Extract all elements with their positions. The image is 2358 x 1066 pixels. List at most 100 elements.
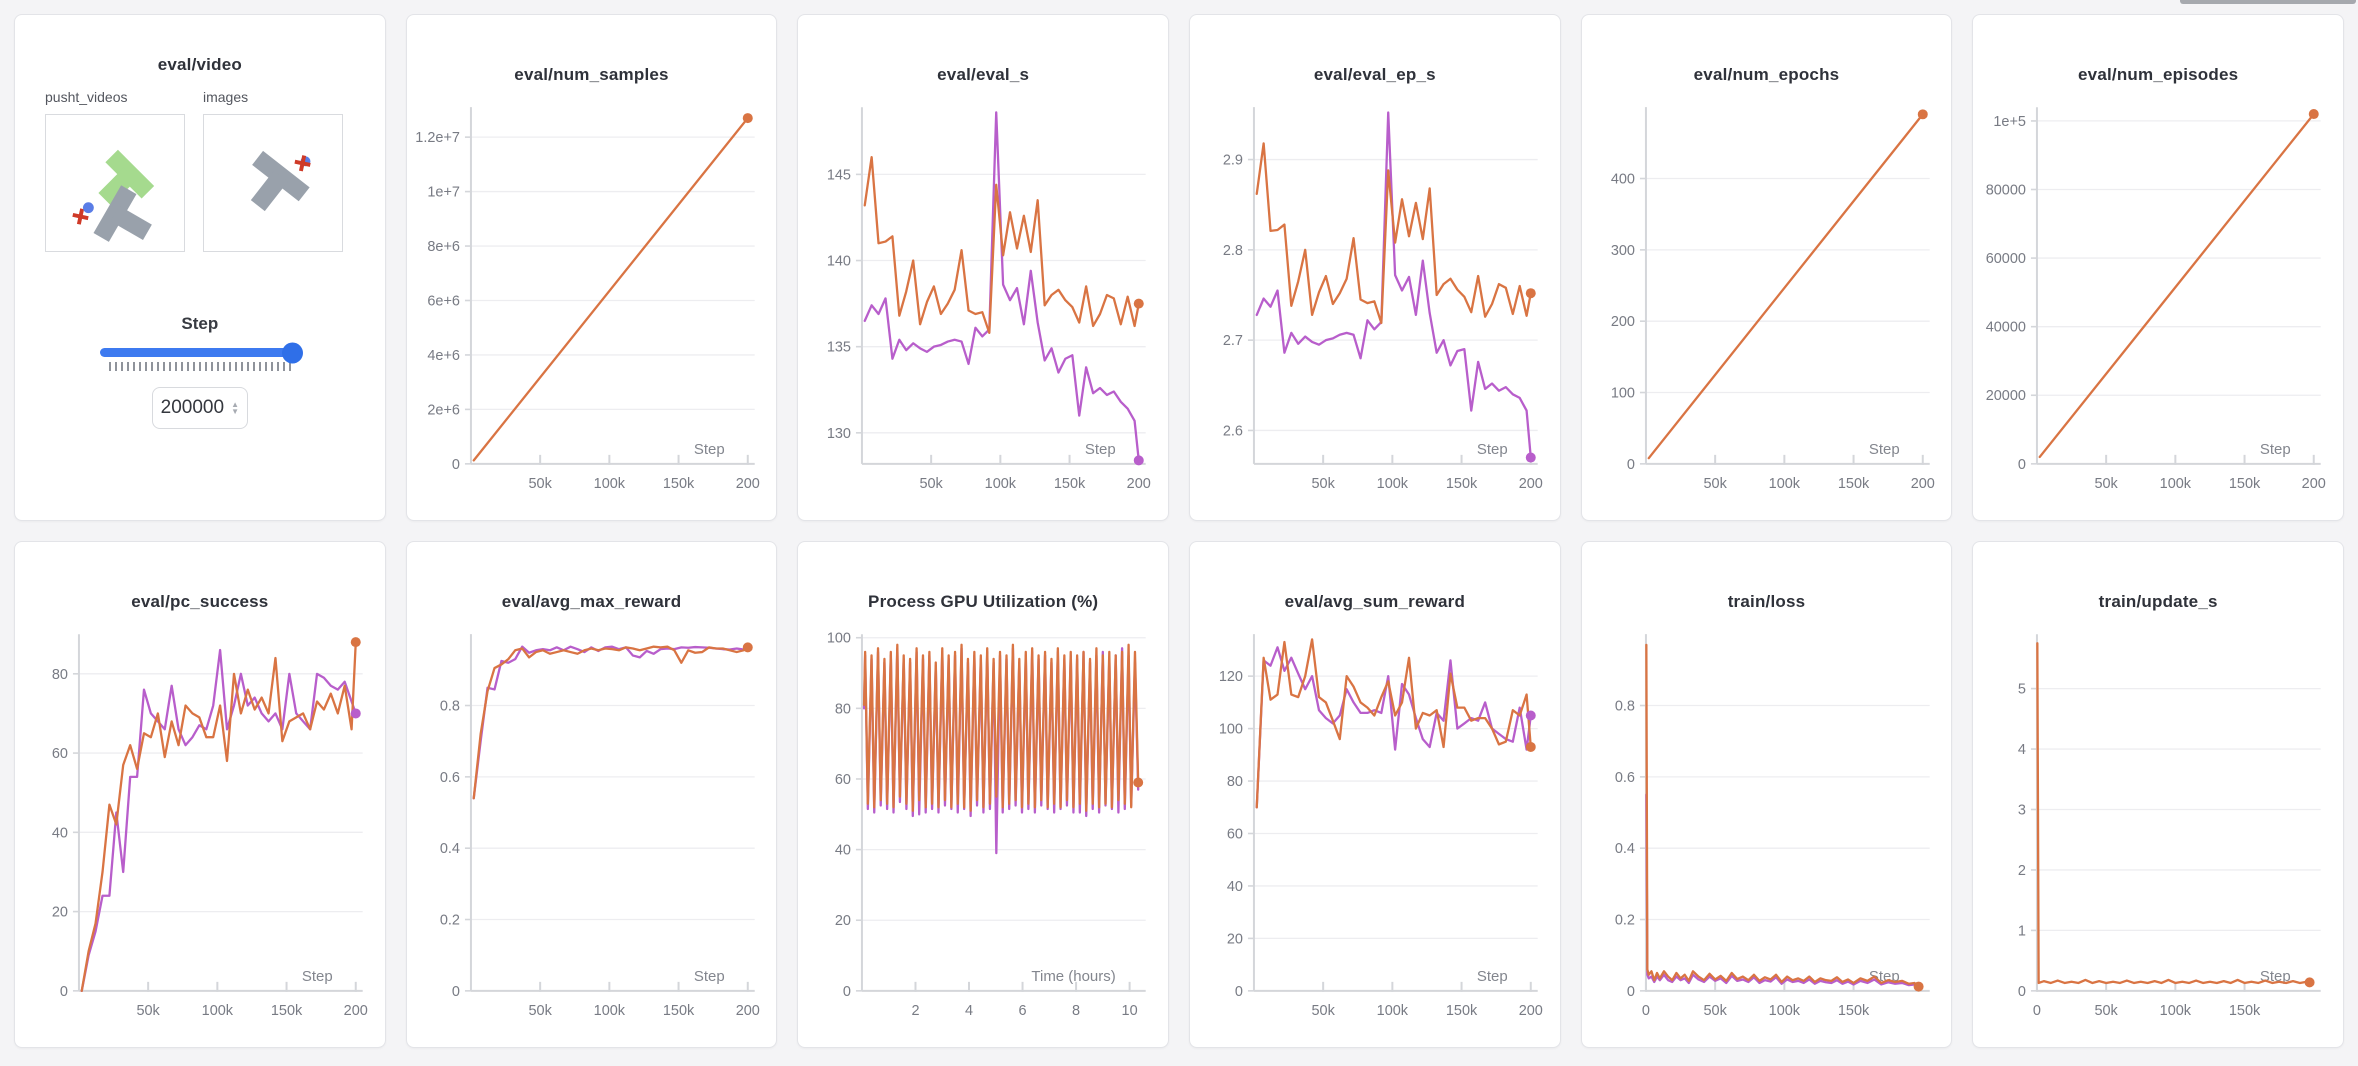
svg-text:8e+6: 8e+6 [427, 239, 460, 255]
goal-cross-icon [294, 155, 311, 172]
stepper-down-icon[interactable]: ▼ [231, 407, 239, 416]
panel-title: eval/avg_sum_reward [1284, 592, 1466, 611]
svg-text:3: 3 [2018, 802, 2026, 818]
step-slider[interactable] [99, 342, 303, 371]
chart-eval-avg-sum-reward[interactable]: 0 20 40 60 80 100 120 50k 100k 150k 200 Step [1198, 626, 1552, 1037]
stepper-up-icon[interactable]: ▲ [231, 400, 239, 409]
svg-text:130: 130 [827, 426, 851, 442]
chart-eval-eval-s[interactable]: 130 135 140 145 50k 100k 150k 200 Step [806, 99, 1160, 510]
svg-text:100k: 100k [202, 1003, 234, 1019]
svg-text:200: 200 [1519, 476, 1543, 492]
step-slider-handle[interactable] [281, 342, 303, 363]
step-value-stepper[interactable]: 200000 ▲ ▼ [151, 387, 248, 429]
chart-eval-pc-success[interactable]: 0 20 40 60 80 50k 100k 150k 200 Step [23, 626, 377, 1037]
svg-text:100k: 100k [593, 476, 625, 492]
svg-text:40000: 40000 [1986, 320, 2026, 336]
svg-text:Time (hours): Time (hours) [1032, 968, 1116, 985]
svg-text:20: 20 [1227, 931, 1243, 947]
svg-text:50k: 50k [1703, 476, 1727, 492]
svg-text:1e+7: 1e+7 [427, 185, 460, 201]
svg-text:100: 100 [1219, 722, 1243, 738]
chart-eval-num-epochs[interactable]: 0 100 200 300 400 50k 100k 150k 200 Step [1590, 99, 1944, 510]
svg-text:200: 200 [735, 476, 759, 492]
step-value[interactable]: 200000 [160, 397, 225, 418]
panel-train-update-s: train/update_s 0 1 2 3 4 5 0 50k 100k 150k Step [1972, 541, 2344, 1048]
chart-eval-num-episodes[interactable]: 0 20000 40000 60000 80000 1e+5 50k 100k 150k 200 S… [1981, 99, 2335, 510]
svg-text:0.2: 0.2 [1614, 913, 1634, 929]
chart-eval-eval-ep-s[interactable]: 2.6 2.7 2.8 2.9 50k 100k 150k 200 Step [1198, 99, 1552, 510]
svg-text:6: 6 [1019, 1003, 1027, 1019]
svg-text:200: 200 [735, 1003, 759, 1019]
step-slider-track[interactable] [99, 342, 303, 363]
chart-eval-avg-max-reward[interactable]: 0 0.2 0.4 0.6 0.8 50k 100k 150k 200 Step [415, 626, 769, 1037]
panel-gpu-utilization: Process GPU Utilization (%) 0 20 40 60 80 100… [797, 541, 1169, 1048]
svg-text:5: 5 [2018, 682, 2026, 698]
chart-eval-num-samples[interactable]: 0 2e+6 4e+6 6e+6 8e+6 1e+7 1.2e+7 50k 100k 150k 20… [415, 99, 769, 510]
svg-text:40: 40 [52, 825, 68, 841]
panel-eval-num-samples: eval/num_samples 0 2e+6 4e+6 6e+6 8e+6 1e+7 1.… [405, 14, 778, 521]
panel-eval-avg-sum-reward: eval/avg_sum_reward 0 20 40 60 80 100 120 50k 10… [1188, 541, 1561, 1048]
panel-title: eval/eval_ep_s [1313, 65, 1436, 84]
svg-text:10: 10 [1122, 1003, 1138, 1019]
green-t-block [98, 149, 155, 206]
panel-title: eval/num_samples [514, 65, 669, 84]
panel-eval-eval-ep-s: eval/eval_ep_s 2.6 2.7 2.8 2.9 50k 100k 150k 20… [1188, 14, 1561, 521]
svg-text:0.4: 0.4 [1614, 841, 1634, 857]
svg-text:100k: 100k [2160, 1003, 2192, 1019]
svg-text:150k: 150k [663, 1003, 695, 1019]
svg-text:0: 0 [1642, 1003, 1650, 1019]
svg-text:4: 4 [2018, 742, 2026, 758]
panel-title: train/update_s [2098, 592, 2218, 611]
svg-text:0: 0 [1627, 457, 1635, 473]
svg-text:100k: 100k [2160, 476, 2192, 492]
svg-text:20000: 20000 [1986, 388, 2026, 404]
svg-text:0.2: 0.2 [439, 913, 459, 929]
svg-text:Step: Step [1085, 441, 1116, 458]
images-scene-graphic [250, 150, 311, 212]
svg-text:0.8: 0.8 [1614, 699, 1634, 715]
panel-title: eval/video [157, 55, 242, 74]
svg-text:8: 8 [1072, 1003, 1080, 1019]
svg-text:0: 0 [2018, 457, 2026, 473]
svg-text:200: 200 [2302, 476, 2326, 492]
svg-text:150k: 150k [2229, 476, 2261, 492]
svg-text:0: 0 [452, 457, 460, 473]
svg-text:0: 0 [452, 984, 460, 1000]
svg-text:20: 20 [52, 905, 68, 921]
svg-text:400: 400 [1610, 172, 1634, 188]
media-thumbnails: pusht_videos [15, 89, 385, 252]
chart-gpu-utilization[interactable]: 0 20 40 60 80 100 2 4 6 8 10 Time (hours) [806, 626, 1160, 1037]
panel-title: train/loss [1727, 592, 1806, 611]
scrollbar-fragment[interactable] [2180, 0, 2356, 4]
svg-text:140: 140 [827, 254, 851, 270]
svg-text:100k: 100k [1377, 1003, 1409, 1019]
svg-text:60: 60 [52, 746, 68, 762]
svg-text:80: 80 [52, 667, 68, 683]
svg-text:150k: 150k [1838, 1003, 1870, 1019]
svg-text:145: 145 [827, 167, 851, 183]
pusht-video-thumbnail[interactable] [45, 114, 185, 252]
svg-text:2.7: 2.7 [1223, 333, 1243, 349]
svg-text:60000: 60000 [1986, 251, 2026, 267]
svg-text:40: 40 [1227, 879, 1243, 895]
svg-text:135: 135 [827, 340, 851, 356]
svg-text:6e+6: 6e+6 [427, 293, 460, 309]
svg-text:50k: 50k [136, 1003, 160, 1019]
svg-text:Step: Step [694, 441, 725, 458]
pusht-videos-figure: pusht_videos [45, 89, 185, 252]
svg-text:1e+5: 1e+5 [1994, 114, 2027, 130]
svg-text:200: 200 [1519, 1003, 1543, 1019]
images-thumbnail[interactable] [203, 114, 343, 252]
pusht-scene-graphic [72, 149, 155, 242]
svg-text:2.6: 2.6 [1223, 423, 1243, 439]
svg-text:80000: 80000 [1986, 182, 2026, 198]
svg-text:40: 40 [835, 843, 851, 859]
svg-text:60: 60 [835, 772, 851, 788]
svg-text:4: 4 [965, 1003, 973, 1019]
stepper-arrows[interactable]: ▲ ▼ [231, 400, 239, 416]
svg-text:80: 80 [835, 701, 851, 717]
svg-text:50k: 50k [2095, 476, 2119, 492]
